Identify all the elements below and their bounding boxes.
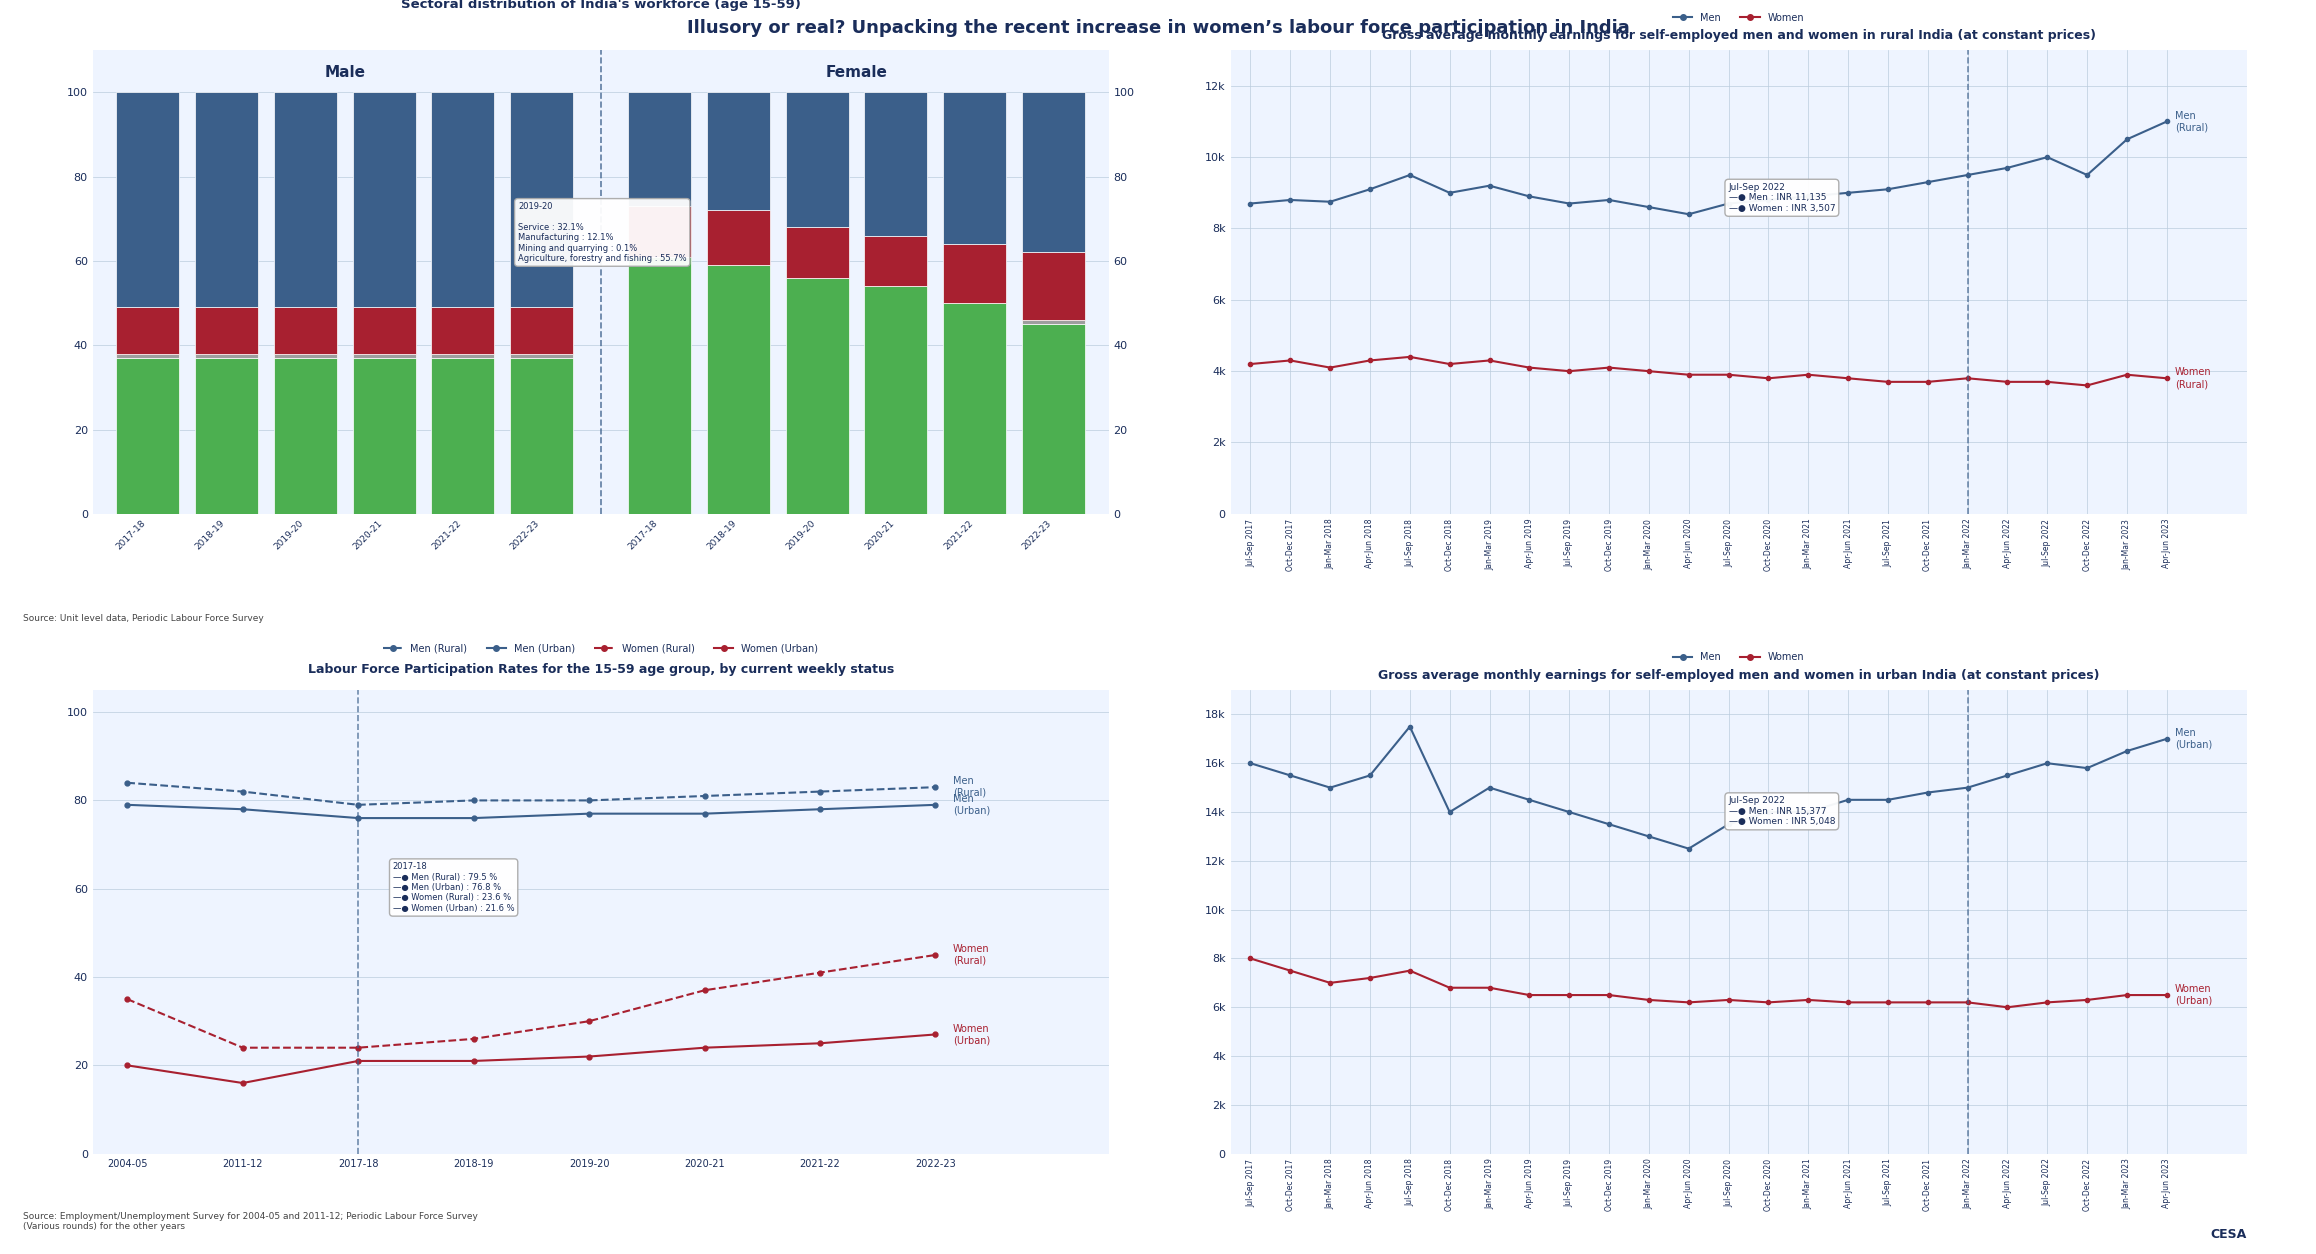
Text: CESA: CESA	[2209, 1229, 2247, 1241]
Bar	[195, 354, 257, 357]
Text: Men
(Urban): Men (Urban)	[2175, 729, 2212, 750]
Bar	[273, 93, 336, 307]
Bar	[943, 245, 1005, 303]
Bar	[628, 93, 690, 206]
Title: Gross average monthly earnings for self-employed men and women in rural India (a: Gross average monthly earnings for self-…	[1383, 29, 2096, 43]
Bar	[943, 93, 1005, 245]
Legend: Men, Women: Men, Women	[1670, 648, 1809, 666]
Bar	[116, 307, 178, 354]
Bar	[431, 354, 493, 357]
Text: Source: Employment/Unemployment Survey for 2004-05 and 2011-12; Periodic Labour : Source: Employment/Unemployment Survey f…	[23, 1211, 477, 1231]
Bar	[510, 307, 572, 354]
Bar	[864, 93, 926, 236]
Bar	[1021, 252, 1084, 320]
Bar	[510, 93, 572, 307]
Bar	[706, 265, 769, 514]
Bar	[943, 303, 1005, 514]
Bar	[352, 357, 415, 514]
Bar	[785, 93, 848, 227]
Bar	[1021, 93, 1084, 252]
Text: 2017-18
—● Men (Rural) : 79.5 %
—● Men (Urban) : 76.8 %
—● Women (Rural) : 23.6 : 2017-18 —● Men (Rural) : 79.5 % —● Men (…	[394, 863, 514, 913]
Text: Women
(Rural): Women (Rural)	[952, 944, 989, 966]
Text: Jul-Sep 2022
—● Men : INR 11,135
—● Women : INR 3,507: Jul-Sep 2022 —● Men : INR 11,135 —● Wome…	[1728, 183, 1834, 213]
Text: Male: Male	[324, 65, 366, 80]
Bar	[273, 357, 336, 514]
Text: Women
(Rural): Women (Rural)	[2175, 367, 2212, 389]
Bar	[273, 307, 336, 354]
Text: Women
(Urban): Women (Urban)	[952, 1023, 989, 1046]
Bar	[116, 357, 178, 514]
Bar	[352, 307, 415, 354]
Title: Gross average monthly earnings for self-employed men and women in urban India (a: Gross average monthly earnings for self-…	[1378, 668, 2098, 682]
Bar	[864, 236, 926, 286]
Text: 2019-20

Service : 32.1%
Manufacturing : 12.1%
Mining and quarrying : 0.1%
Agric: 2019-20 Service : 32.1% Manufacturing : …	[519, 202, 686, 263]
Bar	[116, 93, 178, 307]
Bar	[431, 93, 493, 307]
Bar	[628, 257, 690, 514]
Text: Female: Female	[827, 65, 887, 80]
Bar	[273, 354, 336, 357]
Legend: Men (Rural), Men (Urban), Women (Rural), Women (Urban): Men (Rural), Men (Urban), Women (Rural),…	[380, 640, 822, 657]
Title: Sectoral distribution of India's workforce (age 15-59): Sectoral distribution of India's workfor…	[401, 0, 801, 11]
Bar	[1021, 320, 1084, 324]
Bar	[195, 357, 257, 514]
Bar	[1021, 324, 1084, 514]
Bar	[706, 93, 769, 211]
Bar	[195, 93, 257, 307]
Title: Labour Force Participation Rates for the 15-59 age group, by current weekly stat: Labour Force Participation Rates for the…	[308, 663, 894, 676]
Bar	[628, 206, 690, 257]
Bar	[431, 357, 493, 514]
Bar	[510, 354, 572, 357]
Bar	[706, 211, 769, 265]
Bar	[864, 286, 926, 514]
Text: Men
(Rural): Men (Rural)	[2175, 110, 2207, 132]
Text: Men
(Rural): Men (Rural)	[952, 776, 987, 798]
Text: Source: Unit level data, Periodic Labour Force Survey: Source: Unit level data, Periodic Labour…	[23, 613, 264, 623]
Text: Jul-Sep 2022
—● Men : INR 15,377
—● Women : INR 5,048: Jul-Sep 2022 —● Men : INR 15,377 —● Wome…	[1728, 796, 1834, 826]
Bar	[195, 307, 257, 354]
Bar	[510, 357, 572, 514]
Legend: Men, Women: Men, Women	[1670, 9, 1809, 26]
Bar	[352, 93, 415, 307]
Text: Illusory or real? Unpacking the recent increase in women’s labour force particip: Illusory or real? Unpacking the recent i…	[686, 19, 1630, 36]
Bar	[785, 227, 848, 278]
Text: Men
(Urban): Men (Urban)	[952, 794, 989, 815]
Bar	[352, 354, 415, 357]
Text: Women
(Urban): Women (Urban)	[2175, 984, 2212, 1006]
Bar	[431, 307, 493, 354]
Bar	[785, 278, 848, 514]
Bar	[116, 354, 178, 357]
